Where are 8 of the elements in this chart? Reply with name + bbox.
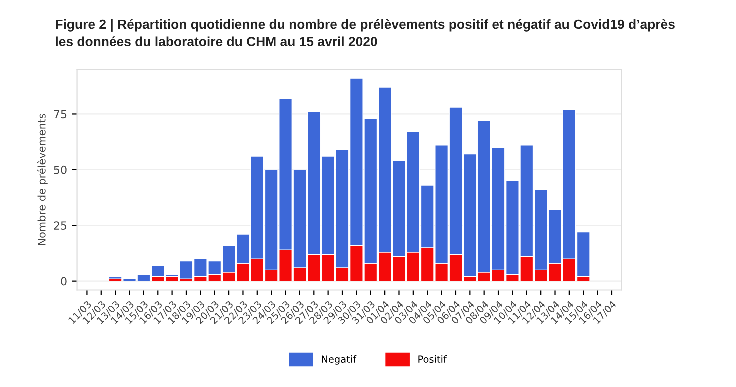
legend-label: Positif	[418, 356, 448, 364]
legend-label: Negatif	[322, 356, 357, 365]
chart-title: Figure 2 | Répartition quotidienne du nombre de prélèvements positif et négatif au Covid19 d’après les données du laboratoire du CHM au 15 avril 2020	[56, 19, 675, 46]
y-axis-title: Nombre de prélèvements	[37, 114, 48, 246]
y-tick-label: 50	[54, 166, 67, 174]
y-tick-label: 0	[61, 277, 67, 286]
y-tick-label: 75	[54, 110, 67, 119]
y-tick-label: 25	[54, 222, 67, 230]
